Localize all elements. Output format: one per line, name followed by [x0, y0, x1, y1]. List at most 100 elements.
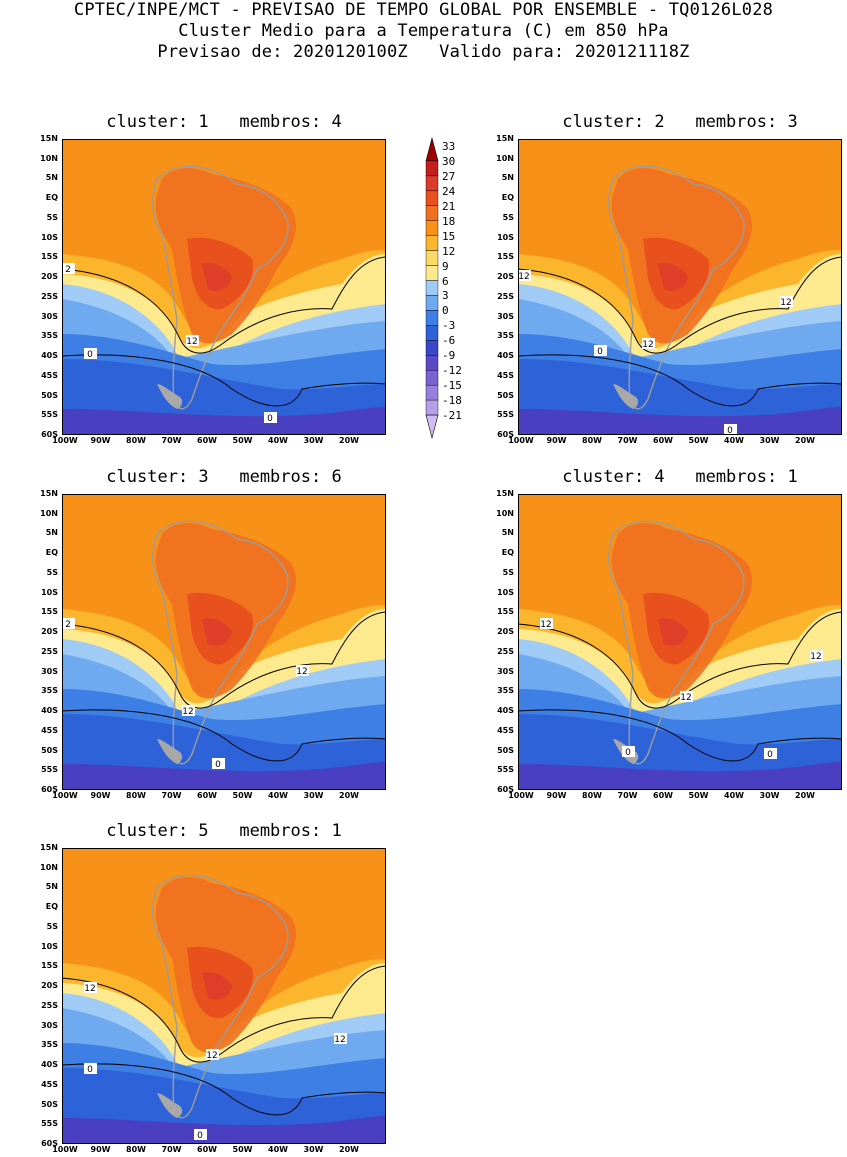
contour-label: 0 — [194, 1129, 207, 1141]
panel-title-3: cluster: 3 membros: 6 — [106, 467, 342, 487]
svg-text:2: 2 — [65, 265, 71, 275]
panel-title-2: cluster: 2 membros: 3 — [562, 112, 798, 132]
contour-label: 0 — [84, 348, 97, 360]
x-axis-label: 90W — [90, 1145, 111, 1154]
y-axis-label: 15N — [40, 489, 58, 498]
contour-label: 2 — [62, 263, 75, 275]
x-axis-label: 20W — [339, 436, 359, 445]
y-axis-label: 60S — [41, 1139, 58, 1148]
contour-label: 12 — [642, 338, 655, 350]
x-axis-label: 30W — [303, 436, 324, 445]
x-axis-label: 90W — [546, 436, 567, 445]
x-axis-label: 70W — [617, 436, 638, 445]
svg-text:0: 0 — [727, 426, 733, 435]
y-axis-label: 40S — [497, 351, 514, 361]
y-axis-label: 5N — [45, 173, 58, 183]
colorbar-swatch — [425, 136, 439, 162]
x-axis-label: 30W — [303, 791, 324, 800]
colorbar-label: 30 — [442, 154, 456, 168]
y-axis-label: 45S — [41, 725, 58, 735]
y-axis-label: 5N — [45, 882, 58, 892]
x-axis-label: 80W — [126, 436, 146, 445]
contour-label: 12 — [206, 1049, 219, 1061]
contour-label: 0 — [264, 412, 277, 424]
svg-text:0: 0 — [87, 1065, 93, 1075]
x-axis-label: 100W — [508, 436, 534, 445]
y-axis-label: 40S — [41, 1060, 58, 1070]
x-axis-label: 50W — [232, 791, 253, 800]
x-axis-label: 90W — [90, 436, 111, 445]
x-axis-label: 100W — [52, 791, 78, 800]
colorbar-swatch — [425, 205, 439, 221]
contour-label: 0 — [622, 746, 635, 758]
y-axis-label: 15N — [496, 489, 514, 498]
y-axis-label: 15N — [496, 134, 514, 143]
map-panel-4: 12 12 12 0 0 — [518, 494, 842, 790]
map-panel-2: 12 12 12 0 0 — [518, 139, 842, 435]
contour-label: 12 — [540, 618, 553, 630]
y-axis-label: 40S — [497, 706, 514, 716]
x-axis-label: 20W — [339, 791, 359, 800]
colorbar-swatch — [425, 235, 439, 251]
panel-title-4: cluster: 4 membros: 1 — [562, 467, 798, 487]
contour-label: 0 — [84, 1063, 97, 1075]
colorbar-label: 6 — [442, 274, 449, 288]
colorbar-label: -6 — [442, 334, 456, 348]
y-axis-label: 45S — [41, 1079, 58, 1089]
y-axis-label: 15S — [497, 607, 514, 617]
contour-label: 12 — [334, 1033, 347, 1045]
map-panel-3: 2 12 12 0 — [62, 494, 386, 790]
colorbar-swatch — [425, 160, 439, 177]
svg-text:12: 12 — [642, 340, 653, 350]
y-axis-label: 5N — [501, 528, 514, 538]
y-axis-label: 5N — [501, 173, 514, 183]
x-axis-label: 60W — [197, 1145, 217, 1154]
y-axis-label: 55S — [41, 765, 58, 775]
y-axis-label: 25S — [41, 1000, 58, 1010]
colorbar-label: -9 — [442, 349, 456, 363]
colorbar-label: -21 — [442, 409, 462, 423]
svg-text:12: 12 — [206, 1051, 217, 1061]
x-axis-label: 80W — [126, 1145, 146, 1154]
colorbar-label: 3 — [442, 289, 449, 303]
x-axis-label: 70W — [617, 791, 638, 800]
map-panel-5: 12 12 12 0 0 — [62, 848, 386, 1144]
y-axis-label: 45S — [41, 370, 58, 380]
contour-label: 0 — [594, 345, 607, 357]
y-axis-label: EQ — [501, 548, 514, 558]
colorbar-label: 0 — [442, 304, 449, 318]
contour-label: 12 — [780, 296, 793, 308]
y-axis-label: 10N — [40, 862, 58, 872]
x-axis-label: 70W — [161, 1145, 182, 1154]
colorbar-label: 27 — [442, 169, 456, 183]
y-axis-label: 5S — [502, 212, 514, 222]
svg-text:0: 0 — [267, 414, 273, 424]
y-axis-label: 30S — [41, 1020, 58, 1030]
y-axis-label: 5S — [46, 212, 58, 222]
y-axis-label: 25S — [41, 291, 58, 301]
colorbar-label: 12 — [442, 244, 456, 258]
contour-label: 12 — [680, 691, 693, 703]
colorbar-swatch — [425, 370, 439, 386]
y-axis-label: 60S — [497, 430, 514, 439]
x-axis-label: 80W — [126, 791, 146, 800]
y-axis-label: 10S — [41, 941, 58, 951]
x-axis-label: 20W — [795, 436, 815, 445]
contour-label: 2 — [62, 618, 75, 630]
y-axis-label: EQ — [45, 548, 58, 558]
y-axis-label: 50S — [497, 745, 514, 755]
y-axis-label: 60S — [41, 430, 58, 439]
x-axis-label: 40W — [268, 436, 288, 445]
colorbar-swatch — [425, 355, 439, 371]
y-axis-label: 10S — [41, 587, 58, 597]
svg-text:0: 0 — [597, 347, 603, 357]
panel-title-1: cluster: 1 membros: 4 — [106, 112, 342, 132]
x-axis-label: 50W — [232, 1145, 253, 1154]
y-axis-label: 30S — [497, 666, 514, 676]
svg-text:0: 0 — [87, 350, 93, 360]
x-axis-label: 30W — [759, 791, 780, 800]
y-axis-label: 25S — [41, 646, 58, 656]
y-axis-label: 35S — [41, 331, 58, 341]
colorbar-label: 33 — [442, 140, 456, 153]
